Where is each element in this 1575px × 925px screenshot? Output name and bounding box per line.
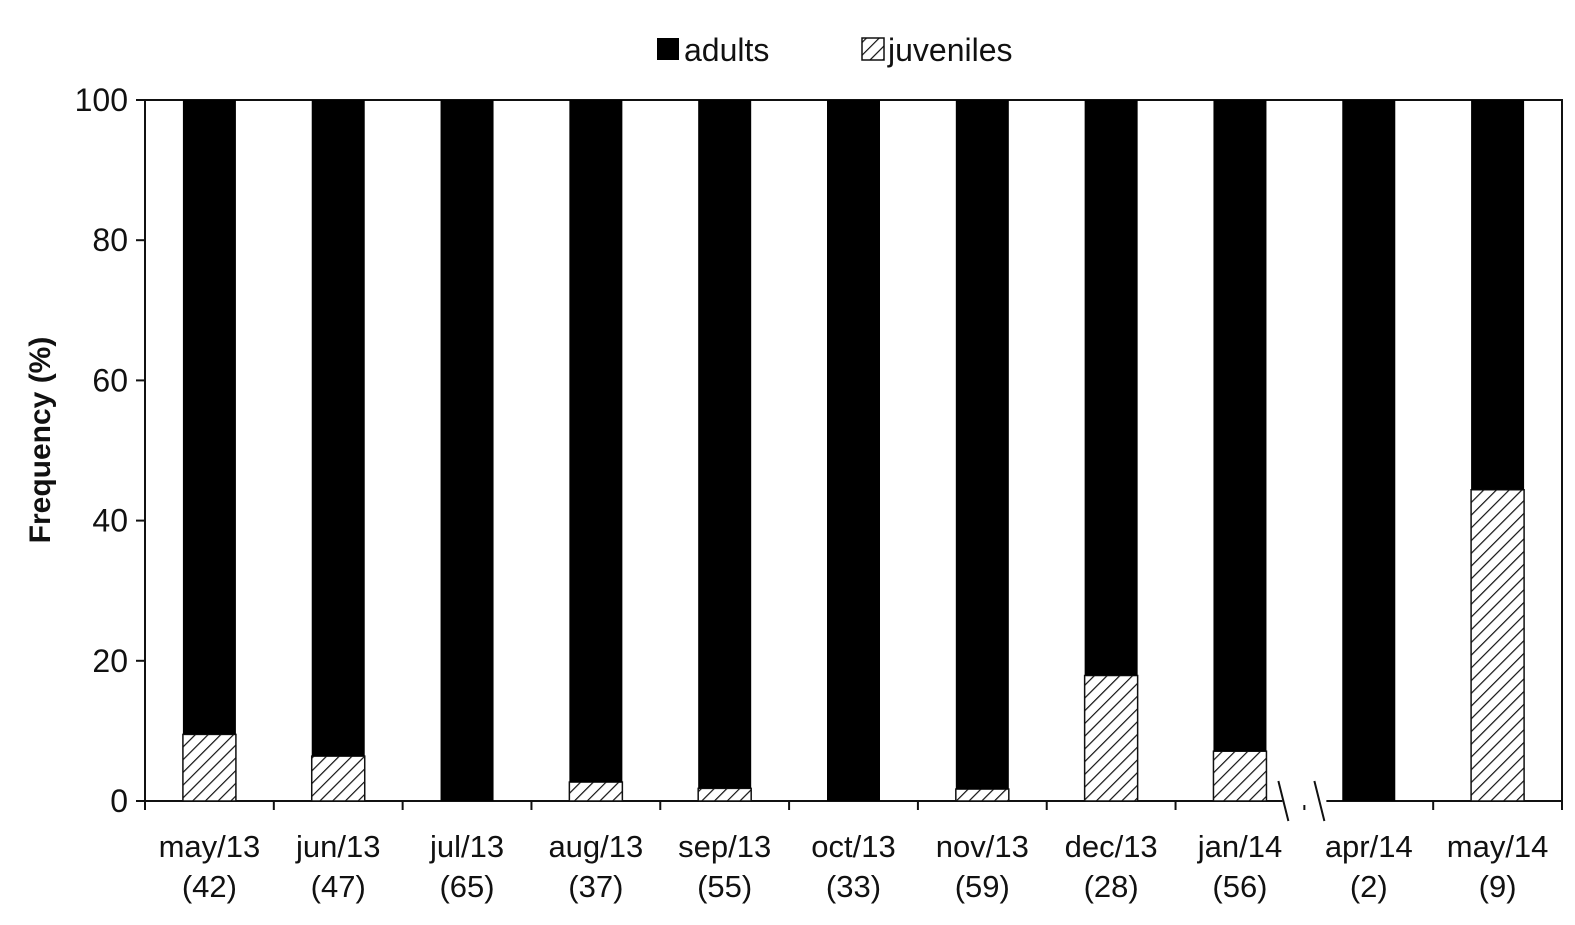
x-sample-size-label: (37) xyxy=(568,869,623,904)
bar-juveniles xyxy=(568,781,624,802)
x-sample-size-label: (65) xyxy=(439,869,494,904)
legend-swatch-juveniles xyxy=(861,37,885,61)
bar-adults xyxy=(569,100,623,783)
bar-adults xyxy=(1342,100,1396,801)
bar-adults xyxy=(182,100,236,735)
bar-adults xyxy=(955,100,1009,790)
y-tick-label: 20 xyxy=(92,643,128,679)
plot-area: 0 20 40 60 80 100 may/13 (42) jun/13 (47) jul/13 (6… xyxy=(75,82,1563,904)
x-category-label: apr/14 xyxy=(1325,829,1413,864)
x-sample-size-label: (59) xyxy=(955,869,1010,904)
x-sample-size-label: (2) xyxy=(1350,869,1388,904)
x-sample-size-label: (9) xyxy=(1479,869,1517,904)
bar-juveniles xyxy=(1212,750,1268,802)
legend-label-juveniles: juveniles xyxy=(887,32,1013,68)
x-category-label: sep/13 xyxy=(678,829,771,864)
x-sample-size-label: (33) xyxy=(826,869,881,904)
x-category-label: jul/13 xyxy=(429,829,504,864)
bar-adults xyxy=(1084,100,1138,676)
axis-break-mark xyxy=(1313,780,1326,822)
y-tick-label: 60 xyxy=(92,362,128,398)
legend-swatch-adults xyxy=(657,38,679,60)
bar-adults xyxy=(1471,100,1525,490)
y-tick-label: 80 xyxy=(92,222,128,258)
x-category-label: may/14 xyxy=(1447,829,1549,864)
bar-juveniles xyxy=(182,733,237,802)
x-category-label: may/13 xyxy=(159,829,261,864)
axis-break-gap xyxy=(1282,798,1327,805)
x-sample-size-label: (28) xyxy=(1084,869,1139,904)
x-category-label: dec/13 xyxy=(1065,829,1158,864)
y-tick-label: 100 xyxy=(75,82,128,118)
legend-label-adults: adults xyxy=(684,32,769,68)
legend: adults juveniles xyxy=(657,32,1013,68)
bar-adults xyxy=(440,100,494,801)
axis-break-mark xyxy=(1277,780,1290,822)
x-category-label: nov/13 xyxy=(936,829,1029,864)
bar-juveniles xyxy=(955,788,1010,802)
x-category-label: jun/13 xyxy=(295,829,380,864)
bar-adults xyxy=(827,100,880,801)
y-tick-label: 0 xyxy=(110,783,128,819)
bar-adults xyxy=(311,100,365,757)
x-category-label: jan/14 xyxy=(1197,829,1282,864)
bar-juveniles xyxy=(1470,489,1525,802)
x-category-label: aug/13 xyxy=(548,829,643,864)
x-sample-size-label: (42) xyxy=(182,869,237,904)
bar-juveniles xyxy=(697,787,752,802)
bar-juveniles xyxy=(310,755,366,802)
x-sample-size-label: (56) xyxy=(1212,869,1267,904)
y-tick-label: 40 xyxy=(92,503,128,539)
x-sample-size-label: (47) xyxy=(311,869,366,904)
bar-juveniles xyxy=(1083,674,1139,802)
bar-adults xyxy=(698,100,752,789)
x-category-label: oct/13 xyxy=(811,829,895,864)
x-sample-size-label: (55) xyxy=(697,869,752,904)
bar-adults xyxy=(1213,100,1267,752)
y-axis-title: Frequency (%) xyxy=(24,337,57,544)
